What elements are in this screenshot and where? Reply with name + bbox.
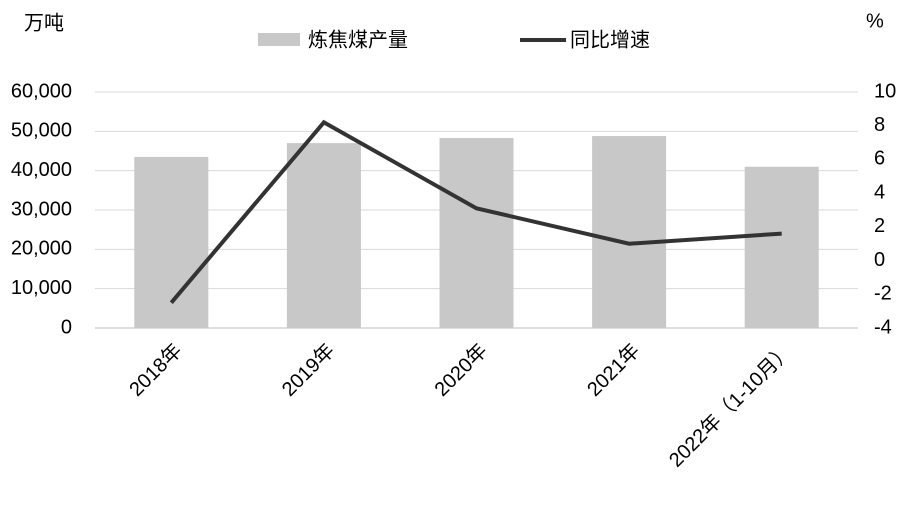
y2-axis-title: %	[866, 10, 884, 32]
y-tick-label: 10,000	[11, 277, 72, 299]
y-tick-label: 50,000	[11, 120, 72, 142]
bar	[592, 136, 667, 328]
bar	[744, 166, 819, 328]
y2-tick-label: 8	[874, 114, 885, 136]
y2-tick-label: -2	[874, 283, 892, 305]
y-tick-label: 40,000	[11, 159, 72, 181]
y2-tick-label: 10	[874, 80, 896, 102]
y2-tick-label: 2	[874, 215, 885, 237]
bar	[439, 138, 514, 328]
x-tick-label: 2020年	[430, 339, 492, 401]
y2-tick-label: 0	[874, 249, 885, 271]
bar	[134, 156, 209, 328]
y-axis-title: 万吨	[24, 11, 64, 34]
legend-label: 同比增速	[570, 28, 650, 51]
y-tick-label: 0	[61, 316, 72, 338]
x-tick-label: 2019年	[277, 339, 339, 401]
x-tick-label: 2022年（1-10月）	[664, 339, 797, 472]
y-tick-label: 30,000	[11, 198, 72, 220]
bar	[286, 143, 361, 328]
x-tick-label: 2018年	[125, 339, 187, 401]
y2-tick-label: 4	[874, 181, 885, 203]
legend-label: 炼焦煤产量	[308, 28, 408, 51]
y2-tick-label: -4	[874, 316, 892, 338]
legend-swatch	[258, 33, 300, 46]
y2-tick-label: 6	[874, 148, 885, 170]
line	[169, 119, 782, 305]
x-tick-label: 2021年	[582, 339, 644, 401]
y-tick-label: 60,000	[11, 80, 72, 102]
y-tick-label: 20,000	[11, 238, 72, 260]
